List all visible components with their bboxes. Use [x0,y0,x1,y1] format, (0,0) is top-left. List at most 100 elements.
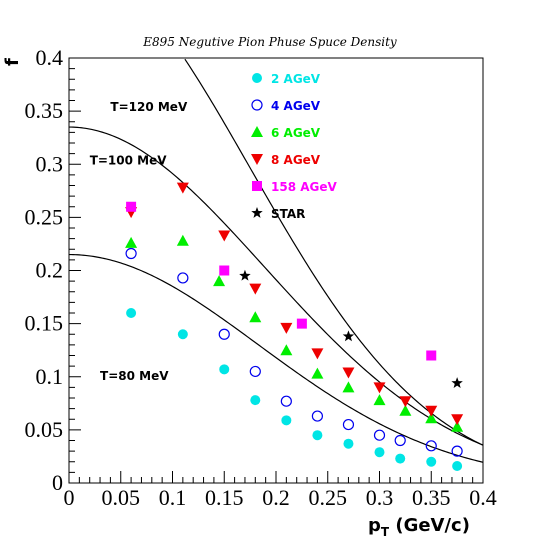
legend-label: 4 AGeV [271,99,321,113]
data-point [280,322,293,334]
data-point [280,344,293,356]
data-point [399,404,412,416]
data-point [125,247,137,260]
data-point [426,456,437,467]
legend-label: STAR [271,207,305,221]
data-point [219,364,230,375]
y-tick-label: 0.1 [36,364,64,389]
y-tick-label: 0 [52,470,63,495]
x-tick-label: 0.15 [205,485,244,510]
curve-label: T=80 MeV [100,369,169,383]
data-point [342,381,355,393]
data-point [373,394,386,406]
data-point [312,430,323,441]
data-point [126,308,137,318]
x-axis-title-unit: (GeV/c) [389,515,470,536]
x-tick-label: 0.1 [159,485,187,510]
data-point [373,382,386,394]
data-point [249,311,262,323]
legend-label: 8 AGeV [271,153,321,167]
curve-annotations: T=120 MeV T=100 MeV T=80 MeV [90,100,188,383]
x-tick-label: 0.35 [412,485,451,510]
data-point [250,395,261,406]
x-axis-title-main: p [368,515,381,536]
legend-marker [251,99,263,111]
model-curves [68,58,484,463]
data-point [249,283,262,295]
data-point [451,445,463,457]
legend-marker [252,73,262,83]
plot-frame [68,57,484,484]
curve-label: T=120 MeV [110,100,188,114]
data-point [451,420,464,432]
y-tick-label: 0.05 [25,417,64,442]
data-point [342,418,355,431]
legend-label: 158 AGeV [271,180,338,194]
x-tick-label: 0.3 [366,485,394,510]
data-point [177,329,188,340]
data-point [451,377,463,388]
data-point [239,269,251,281]
x-tick-label: 0.25 [309,485,348,510]
data-point [425,440,437,452]
data-point [125,236,138,248]
legend-label: 6 AGeV [271,126,321,140]
x-tick-label: 0.2 [262,485,290,510]
data-point [343,438,354,449]
data-point [218,328,230,340]
model-curve [184,58,484,446]
data-point [342,367,355,379]
y-tick-label: 0.3 [36,151,64,176]
x-tick-label: 0.4 [469,485,497,510]
data-point [176,182,189,194]
data-point [311,348,324,360]
legend: 2 AGeV 4 AGeV 6 AGeV 8 AGeV 158 AGeV STAR [251,72,338,221]
data-point [296,318,307,329]
data-point [399,396,412,408]
data-point [425,412,438,424]
data-point [395,453,406,464]
y-tick-label: 0.2 [36,258,64,283]
data-point [177,272,189,284]
data-point [311,410,323,422]
curve-label: T=100 MeV [90,153,168,167]
legend-marker [252,181,262,191]
data-point [425,405,438,417]
data-point [311,367,324,379]
chart-title: E895 Negutive Pion Phuse Spuce Density [142,35,397,49]
data-point [426,350,437,361]
legend-marker [251,154,263,165]
y-tick-label: 0.35 [25,98,64,123]
legend-marker [251,126,263,137]
data-point [219,265,230,276]
data-point [281,415,292,426]
legend-label: 2 AGeV [271,72,321,86]
y-tick-label: 0.4 [36,45,64,70]
legend-marker [251,207,263,218]
model-curve [68,253,484,463]
x-axis-title-subscript: T [381,525,390,539]
x-tick-label: 0 [64,485,75,510]
data-point [213,275,226,287]
data-point [373,429,386,441]
data-point [451,414,464,426]
data-point [218,230,231,242]
data-point [342,330,355,342]
data-points [125,182,464,471]
data-point [452,461,463,471]
x-axis-title: pT (GeV/c) [368,515,470,539]
y-tick-label: 0.25 [25,204,64,229]
axes: 0 0.05 0.1 0.15 0.2 0.25 0.3 0.35 0.4 0 0.05 0.1 0.1… [25,45,497,510]
data-point [280,395,292,407]
y-tick-label: 0.15 [25,311,64,336]
y-axis-title: f [2,58,23,66]
model-curve [68,126,484,446]
data-point [394,434,406,447]
data-point [374,447,385,458]
x-tick-label: 0.05 [102,485,141,510]
data-point [176,234,189,246]
data-point [126,201,137,212]
data-point [249,365,261,378]
